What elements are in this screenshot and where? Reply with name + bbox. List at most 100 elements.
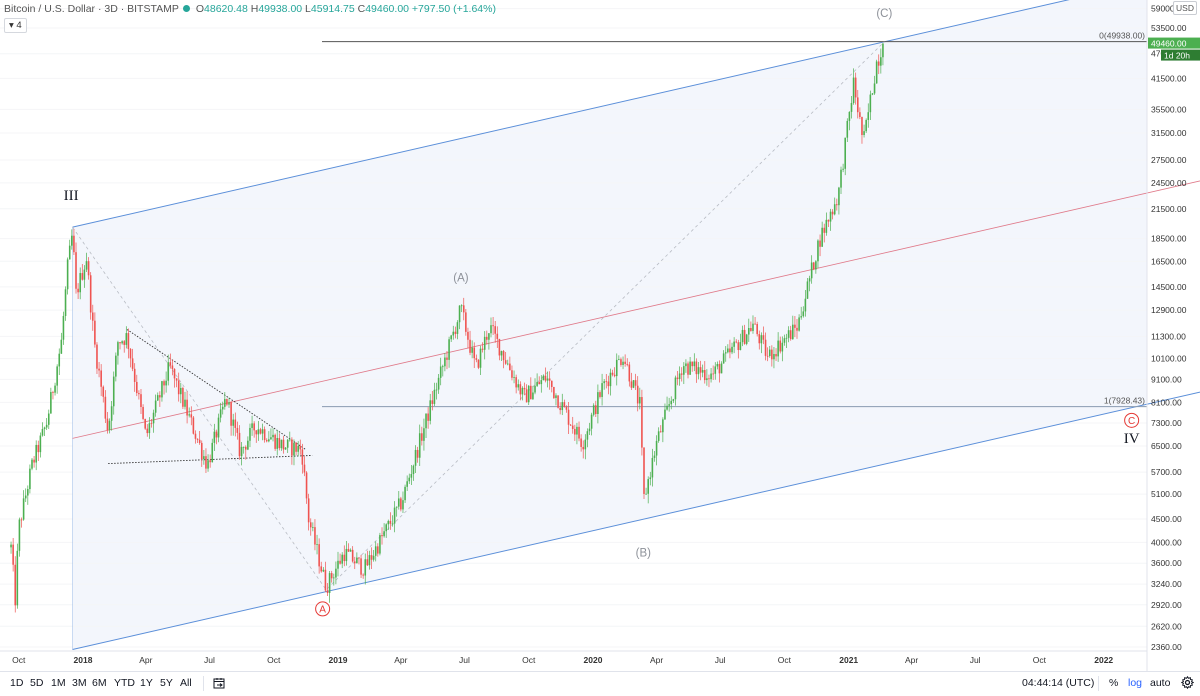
symbol-legend: Bitcoin / U.S. Dollar · 3D · BITSTAMP O48…	[4, 3, 496, 15]
range-button-1y[interactable]: 1Y	[140, 677, 153, 689]
price-tick-label: 5700.00	[1151, 467, 1182, 477]
candle-body	[880, 57, 882, 66]
candle-body	[211, 442, 214, 463]
close-value: 49460.00	[365, 3, 409, 15]
candle-body	[498, 338, 501, 356]
candle-body	[156, 395, 159, 401]
range-button-ytd[interactable]: YTD	[114, 677, 135, 689]
candle-body	[39, 435, 42, 453]
candle-body	[347, 548, 350, 552]
candle-body	[490, 325, 492, 334]
candle-body	[58, 353, 61, 367]
candle-body	[427, 413, 429, 421]
candle-body	[471, 347, 473, 353]
date-range-icon[interactable]	[213, 677, 225, 692]
symbol-title[interactable]: Bitcoin / U.S. Dollar · 3D · BITSTAMP	[4, 3, 179, 15]
price-axis[interactable]: 2360.00 2620.00 2920.00 3240.00 3600.00 4000.…	[1146, 0, 1200, 671]
indicator-layers-toggle[interactable]: ▾ 4	[4, 18, 27, 33]
candle-body	[827, 219, 830, 222]
wave-label: C	[1128, 416, 1135, 427]
candle-body	[641, 397, 643, 448]
price-tick-label: 2620.00	[1151, 621, 1182, 631]
candle-body	[320, 566, 323, 572]
candle-body	[833, 204, 836, 215]
price-tick-label: 10100.00	[1151, 354, 1187, 364]
candle-body	[569, 424, 572, 426]
candle-body	[450, 335, 452, 340]
time-axis[interactable]: Oct 2018 Apr Jul Oct 2019 Apr Jul Oct 2020 Apr Jul O…	[0, 650, 1147, 665]
range-button-1d[interactable]: 1D	[10, 677, 24, 689]
candle-body	[653, 455, 656, 458]
candle-body	[253, 423, 255, 431]
candle-body	[856, 97, 859, 113]
candle-body	[649, 477, 652, 480]
log-scale-toggle[interactable]: log	[1128, 677, 1143, 689]
candle-body	[129, 348, 132, 359]
time-tick-label: Apr	[139, 655, 152, 665]
candle-body	[645, 493, 647, 495]
candle-body	[754, 323, 756, 325]
grid-layer	[0, 8, 1147, 648]
utc-clock[interactable]: 04:44:14 (UTC)	[1022, 677, 1095, 689]
candle-body	[341, 554, 343, 564]
candle-body	[825, 219, 828, 233]
candle-body	[309, 522, 312, 528]
time-tick-label: 2018	[74, 655, 93, 665]
candle-body	[683, 366, 685, 375]
candle-body	[205, 456, 207, 469]
wave-circle-marker	[1124, 412, 1140, 428]
candle-body	[291, 439, 293, 456]
range-button-1m[interactable]: 1M	[51, 677, 66, 689]
candle-body	[831, 211, 834, 215]
channel-lower-line	[72, 391, 1200, 651]
market-status-dot-icon	[182, 5, 190, 12]
candle-body	[234, 419, 237, 428]
candle-body	[875, 61, 878, 84]
candle-body	[594, 405, 597, 414]
candle-body	[104, 396, 107, 419]
candle-body	[479, 348, 482, 368]
candle-body	[584, 439, 587, 450]
candle-body	[500, 351, 503, 356]
candle-body	[550, 380, 553, 387]
price-tick-label: 14500.00	[1151, 282, 1187, 292]
candle-body	[609, 372, 612, 387]
candle-body	[270, 437, 272, 440]
candle-body	[798, 317, 800, 331]
candle-body	[301, 449, 304, 465]
candle-body	[724, 352, 727, 354]
candle-body	[79, 273, 82, 293]
chart-settings-gear-icon[interactable]	[1180, 675, 1195, 692]
auto-scale-toggle[interactable]: auto	[1150, 677, 1171, 689]
candle-body	[842, 168, 844, 170]
price-tick-label: 7300.00	[1151, 418, 1182, 428]
candle-body	[492, 325, 494, 327]
candle-body	[699, 367, 702, 373]
candle-body	[318, 544, 320, 567]
candle-body	[758, 334, 761, 344]
candle-body	[418, 433, 421, 458]
candle-body	[869, 94, 872, 113]
percent-scale-toggle[interactable]: %	[1109, 677, 1119, 689]
candle-body	[722, 353, 725, 364]
candle-body	[454, 331, 457, 334]
candle-body	[410, 474, 413, 478]
candle-body	[456, 322, 459, 334]
currency-badge[interactable]: USD	[1173, 1, 1197, 15]
countdown-label: 1d 20h	[1164, 51, 1190, 61]
candle-body	[190, 414, 193, 418]
range-button-5d[interactable]: 5D	[30, 677, 44, 689]
range-button-3m[interactable]: 3M	[72, 677, 87, 689]
candle-body	[532, 392, 534, 400]
candle-body	[838, 187, 840, 206]
range-button-all[interactable]: All	[180, 677, 192, 689]
candle-body	[708, 378, 710, 380]
high-label: H	[250, 3, 259, 15]
candle-body	[607, 381, 610, 387]
candle-body	[651, 457, 654, 478]
range-button-5y[interactable]: 5Y	[160, 677, 173, 689]
candle-body	[540, 380, 543, 385]
candle-body	[228, 402, 230, 405]
range-button-6m[interactable]: 6M	[92, 677, 107, 689]
